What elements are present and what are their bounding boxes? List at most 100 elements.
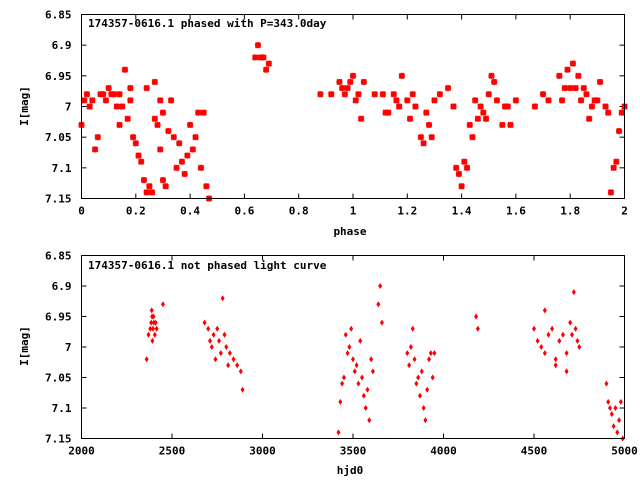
data-point [568,319,573,326]
data-point [167,97,175,104]
data-point [86,103,93,110]
y-tick-label: 7.05 [45,131,72,144]
data-point [542,350,547,357]
data-point [154,121,161,129]
data-point [119,103,126,110]
data-point [152,331,157,338]
data-point [336,429,341,436]
data-point [116,121,123,129]
data-point [91,146,99,153]
data-point [532,325,536,332]
data-point [149,319,154,326]
y-tick-label: 6.85 [45,9,72,22]
x-tick-label: 1.2 [397,205,417,218]
data-point [610,164,617,172]
data-point [596,78,604,86]
x-tick-label: 1 [350,205,357,218]
data-point [129,133,137,141]
data-point [203,183,210,190]
data-point [173,164,180,172]
data-point [575,337,580,344]
y-axis-label: I[mag] [18,86,31,126]
data-point [178,158,186,165]
data-point [617,417,622,424]
data-point [151,115,159,122]
data-point [419,368,424,375]
data-point [398,72,406,80]
phased-light-curve-chart: 174357-0616.1 phased with P=343.0day I[m… [18,9,628,239]
data-point [240,386,245,393]
data-point [577,344,582,350]
x-tick-label: 0.2 [126,205,146,218]
data-point [184,152,191,159]
data-point [427,356,432,363]
x-tick-label: 3000 [249,445,276,458]
data-point [146,331,151,338]
data-point [416,374,421,381]
data-point [124,115,131,122]
marks [144,283,625,442]
data-point [222,331,227,338]
data-point [588,103,596,110]
x-tick-label: 4500 [521,445,548,458]
data-point [490,78,498,86]
data-point [461,158,468,165]
data-point [217,337,222,344]
data-point [378,283,383,289]
y-tick-label: 6.85 [45,250,72,263]
data-point [480,109,487,116]
y-tick-label: 7.05 [45,372,72,385]
x-tick-label: 1.4 [452,205,472,218]
data-point [583,91,590,98]
data-point [432,350,437,357]
data-point [542,307,547,314]
data-point [430,374,435,381]
data-point [417,392,422,399]
data-point [202,319,207,326]
data-point [113,103,121,110]
data-point [349,325,354,332]
data-point [213,356,218,363]
data-point [558,97,566,104]
data-point [604,380,609,387]
data-point [138,158,145,165]
data-point [475,325,480,332]
x-tick-label: 5000 [611,445,638,458]
data-point [317,91,324,98]
data-point [607,189,615,196]
data-point [150,337,155,344]
y-tick-label: 7.15 [45,193,72,206]
x-tick-label: 0 [78,205,85,218]
plot-frame [81,14,625,199]
data-point [504,103,511,110]
data-point [367,417,372,424]
data-point [609,411,614,418]
y-tick-label: 7 [65,341,72,354]
data-point [423,417,428,424]
data-point [561,84,568,92]
x-tick-label: 2500 [159,445,186,458]
data-point [535,337,540,344]
data-point [608,405,613,411]
data-point [143,84,150,92]
data-point [618,109,625,116]
data-point [618,398,623,405]
data-point [477,103,484,110]
data-point [127,97,134,104]
data-point [553,362,558,369]
data-point [531,103,539,110]
data-point [444,84,452,92]
data-point [226,362,231,369]
data-point [428,350,433,357]
x-tick-label: 0.6 [234,205,254,218]
data-point [81,97,88,104]
data-point [390,91,397,98]
data-point [409,91,416,98]
unphased-light-curve-chart: 174357-0616.1 not phased light curve I[m… [18,250,638,478]
data-point [100,91,107,98]
data-point [211,331,216,338]
data-point [343,331,348,338]
data-point [360,374,365,381]
data-point [412,356,417,363]
data-point [556,72,563,80]
